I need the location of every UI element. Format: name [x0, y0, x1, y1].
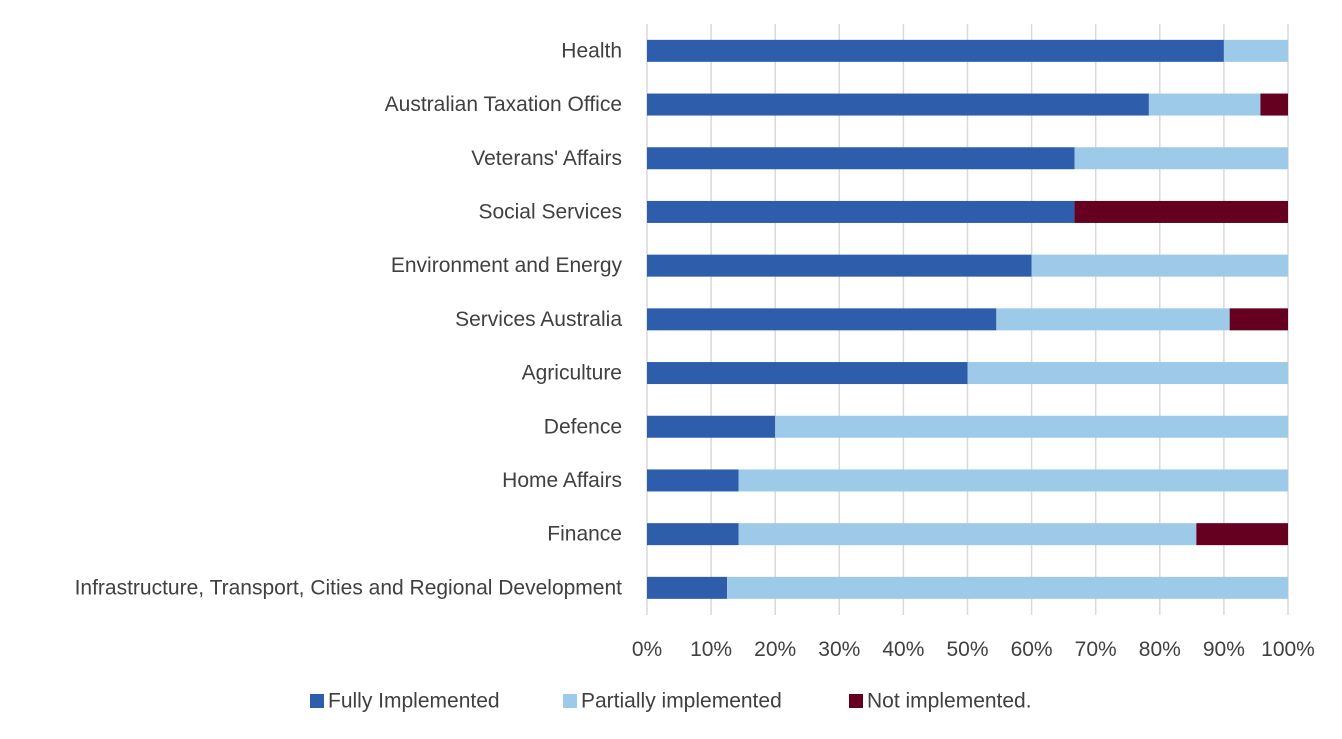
x-tick-label: 80% — [1139, 638, 1181, 661]
bar-segment — [1148, 93, 1261, 116]
x-tick-label: 100% — [1261, 638, 1315, 661]
bar-segment — [1229, 308, 1288, 331]
category-label: Agriculture — [522, 362, 622, 385]
bar-segment — [647, 576, 728, 599]
category-label: Health — [561, 39, 622, 62]
category-label: Environment and Energy — [391, 254, 623, 277]
bar-segment — [647, 39, 1224, 62]
bar-segment — [647, 200, 1075, 223]
bar-segment — [1031, 254, 1288, 277]
x-tick-label: 40% — [882, 638, 924, 661]
x-tick-label: 10% — [690, 638, 732, 661]
legend-swatch — [563, 694, 577, 708]
category-label: Australian Taxation Office — [385, 93, 622, 116]
bar-segment — [996, 308, 1230, 331]
bar-segment — [1074, 147, 1288, 170]
legend-swatch — [310, 694, 324, 708]
bars — [647, 39, 1288, 599]
bar-segment — [1074, 200, 1288, 223]
bar-segment — [727, 576, 1288, 599]
category-label: Veterans' Affairs — [471, 147, 622, 170]
bar-segment — [647, 147, 1075, 170]
x-tick-label: 90% — [1203, 638, 1245, 661]
bar-segment — [1196, 523, 1288, 546]
x-tick-label: 30% — [818, 638, 860, 661]
legend-label: Partially implemented — [581, 690, 782, 713]
bar-segment — [647, 415, 776, 438]
category-label: Defence — [544, 415, 622, 438]
category-label: Services Australia — [455, 308, 622, 331]
bar-segment — [647, 469, 739, 492]
bar-segment — [647, 254, 1032, 277]
x-tick-label: 50% — [946, 638, 988, 661]
bar-segment — [738, 469, 1288, 492]
x-tick-label: 0% — [632, 638, 662, 661]
bar-segment — [647, 362, 968, 385]
x-axis-tick-labels: 0% 10% 20% 30% 40% 50% 60% 70% 80% 90% 100% — [632, 638, 1315, 661]
bar-segment — [647, 93, 1149, 116]
category-label: Home Affairs — [502, 469, 622, 492]
legend-swatch — [849, 694, 863, 708]
legend: Fully Implemented Partially implemented No… — [310, 690, 1032, 713]
bar-segment — [738, 523, 1197, 546]
bar-segment — [647, 308, 997, 331]
x-tick-label: 70% — [1075, 638, 1117, 661]
bar-segment — [647, 523, 739, 546]
bar-segment — [775, 415, 1288, 438]
legend-label: Not implemented. — [867, 690, 1032, 713]
x-tick-label: 20% — [754, 638, 796, 661]
bar-segment — [1260, 93, 1288, 116]
x-tick-label: 60% — [1011, 638, 1053, 661]
legend-label: Fully Implemented — [328, 690, 500, 713]
category-label: Finance — [547, 523, 622, 546]
bar-segment — [1223, 39, 1288, 62]
bar-segment — [967, 362, 1288, 385]
category-labels: Health Australian Taxation Office Veterans… — [75, 39, 623, 599]
category-label: Infrastructure, Transport, Cities and Re… — [75, 576, 623, 599]
category-label: Social Services — [478, 200, 622, 223]
